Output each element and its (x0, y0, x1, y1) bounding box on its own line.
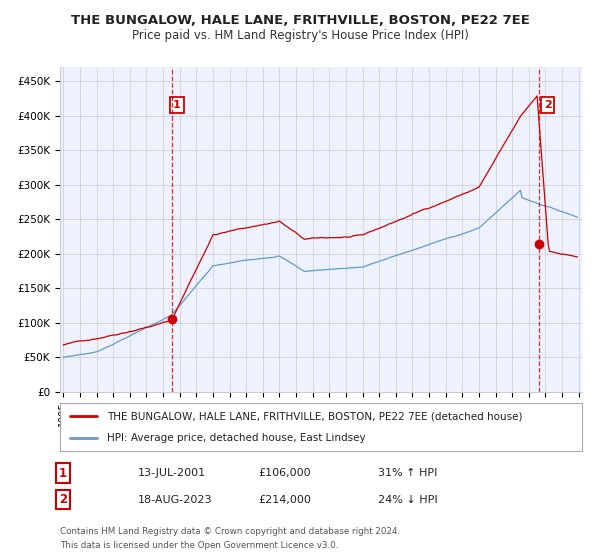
Text: 1: 1 (173, 100, 181, 110)
Text: 2: 2 (544, 100, 551, 110)
Text: This data is licensed under the Open Government Licence v3.0.: This data is licensed under the Open Gov… (60, 541, 338, 550)
Text: Price paid vs. HM Land Registry's House Price Index (HPI): Price paid vs. HM Land Registry's House … (131, 29, 469, 42)
Text: £214,000: £214,000 (258, 494, 311, 505)
Text: 31% ↑ HPI: 31% ↑ HPI (378, 468, 437, 478)
Text: Contains HM Land Registry data © Crown copyright and database right 2024.: Contains HM Land Registry data © Crown c… (60, 528, 400, 536)
Text: 2: 2 (59, 493, 67, 506)
Text: HPI: Average price, detached house, East Lindsey: HPI: Average price, detached house, East… (107, 433, 365, 443)
Text: 24% ↓ HPI: 24% ↓ HPI (378, 494, 437, 505)
Text: 18-AUG-2023: 18-AUG-2023 (138, 494, 212, 505)
Text: THE BUNGALOW, HALE LANE, FRITHVILLE, BOSTON, PE22 7EE (detached house): THE BUNGALOW, HALE LANE, FRITHVILLE, BOS… (107, 411, 523, 421)
Text: 13-JUL-2001: 13-JUL-2001 (138, 468, 206, 478)
Text: £106,000: £106,000 (258, 468, 311, 478)
Text: 1: 1 (59, 466, 67, 480)
Text: THE BUNGALOW, HALE LANE, FRITHVILLE, BOSTON, PE22 7EE: THE BUNGALOW, HALE LANE, FRITHVILLE, BOS… (71, 14, 529, 27)
